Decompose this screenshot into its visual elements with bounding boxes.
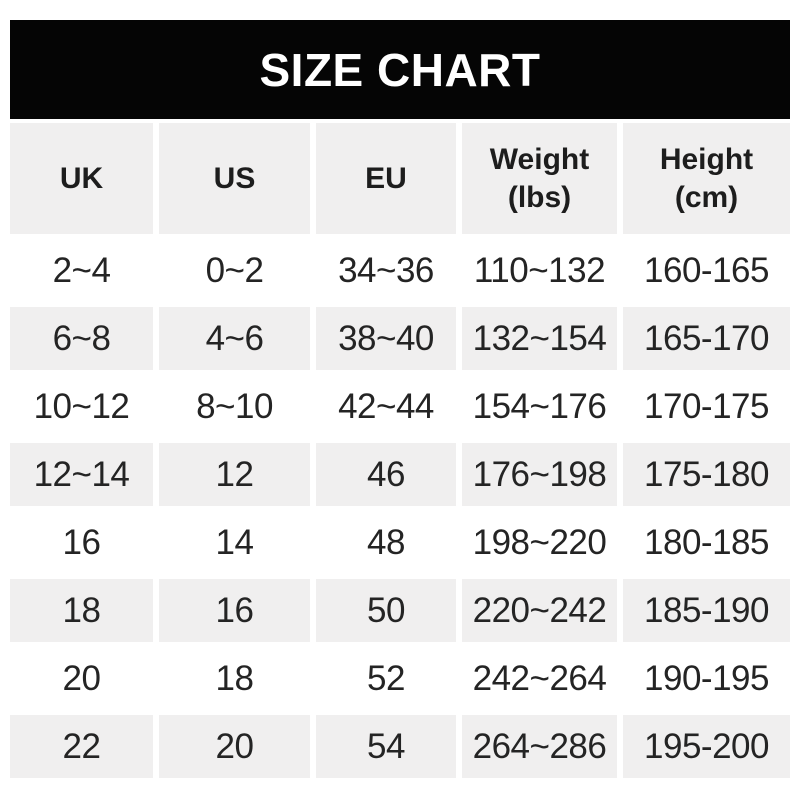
table-cell: 16 (159, 579, 310, 642)
column-header-label: UK (59, 161, 104, 195)
table-cell: 54 (316, 715, 456, 778)
table-cell: 2~4 (10, 239, 153, 302)
column-header-us: US (159, 123, 310, 234)
table-cell: 220~242 (462, 579, 617, 642)
table-cell: 176~198 (462, 443, 617, 506)
table-cell: 175-180 (623, 443, 790, 506)
table-cell: 12~14 (10, 443, 153, 506)
table-cell: 195-200 (623, 715, 790, 778)
table-cell: 16 (10, 511, 153, 574)
table-cell: 34~36 (316, 239, 456, 302)
column-header-uk: UK (10, 123, 153, 234)
table-cell: 38~40 (316, 307, 456, 370)
table-cell: 185-190 (623, 579, 790, 642)
column-header-label: EU (365, 161, 407, 195)
table-cell: 18 (159, 647, 310, 710)
table-cell: 10~12 (10, 375, 153, 438)
table-cell: 48 (316, 511, 456, 574)
table-cell: 12 (159, 443, 310, 506)
table-cell: 14 (159, 511, 310, 574)
table-cell: 154~176 (462, 375, 617, 438)
table-cell: 190-195 (623, 647, 790, 710)
table-cell: 20 (10, 647, 153, 710)
column-header-sub: (lbs) (507, 180, 572, 214)
table-cell: 180-185 (623, 511, 790, 574)
table-cell: 52 (316, 647, 456, 710)
table-cell: 8~10 (159, 375, 310, 438)
table-cell: 4~6 (159, 307, 310, 370)
table-cell: 170-175 (623, 375, 790, 438)
table-cell: 18 (10, 579, 153, 642)
table-cell: 0~2 (159, 239, 310, 302)
column-header-sub: (cm) (674, 180, 739, 214)
table-cell: 6~8 (10, 307, 153, 370)
table-cell: 20 (159, 715, 310, 778)
table-cell: 242~264 (462, 647, 617, 710)
column-header-height: Height (cm) (623, 123, 790, 234)
page-title: SIZE CHART (259, 43, 541, 96)
column-header-weight: Weight (lbs) (462, 123, 617, 234)
size-chart-banner: SIZE CHART (10, 20, 790, 119)
column-header-label: Height (659, 142, 754, 176)
size-chart-table: UK US EU Weight (lbs) Height (cm) 2~4 0 (10, 123, 790, 778)
table-cell: 22 (10, 715, 153, 778)
table-cell: 264~286 (462, 715, 617, 778)
table-cell: 160-165 (623, 239, 790, 302)
table-cell: 50 (316, 579, 456, 642)
column-header-eu: EU (316, 123, 456, 234)
column-header-label: Weight (489, 142, 590, 176)
table-cell: 110~132 (462, 239, 617, 302)
table-cell: 198~220 (462, 511, 617, 574)
table-cell: 165-170 (623, 307, 790, 370)
column-header-label: US (213, 161, 256, 195)
table-cell: 46 (316, 443, 456, 506)
table-cell: 42~44 (316, 375, 456, 438)
table-cell: 132~154 (462, 307, 617, 370)
